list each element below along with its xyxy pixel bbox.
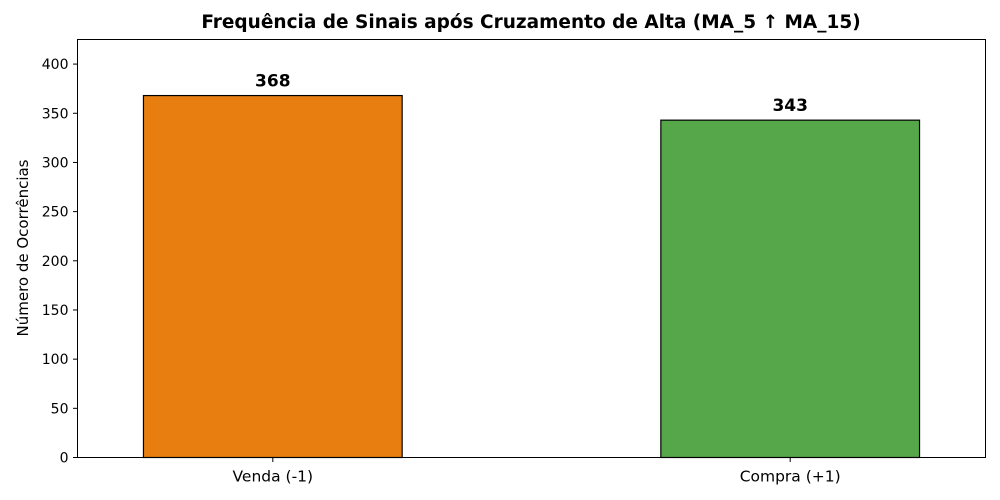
y-tick-label-2: 100 <box>42 352 69 368</box>
data-label-0: 368 <box>255 72 291 92</box>
bars-layer: 368 343 <box>142 72 921 459</box>
bar-1 <box>660 119 921 459</box>
y-tick-label-0: 0 <box>60 451 69 467</box>
x-tick-label-1: Compra (+1) <box>740 468 841 486</box>
y-tick-label-8: 400 <box>42 57 69 73</box>
data-label-1: 343 <box>772 96 808 116</box>
y-tick-label-6: 300 <box>42 155 69 171</box>
y-tick-label-4: 200 <box>42 254 69 270</box>
y-tick-label-7: 350 <box>42 106 69 122</box>
plot-frame <box>77 39 986 458</box>
x-tick-label-0: Venda (-1) <box>233 468 314 486</box>
chart-title: Frequência de Sinais após Cruzamento de … <box>201 12 861 33</box>
x-axis-ticks: Venda (-1) Compra (+1) <box>233 457 841 486</box>
y-tick-label-1: 50 <box>51 401 69 417</box>
bar-0 <box>142 94 403 459</box>
y-axis-ticks: 0 50 100 150 200 250 300 350 400 <box>42 57 78 467</box>
y-tick-label-5: 250 <box>42 205 69 221</box>
y-tick-label-3: 150 <box>42 303 69 319</box>
